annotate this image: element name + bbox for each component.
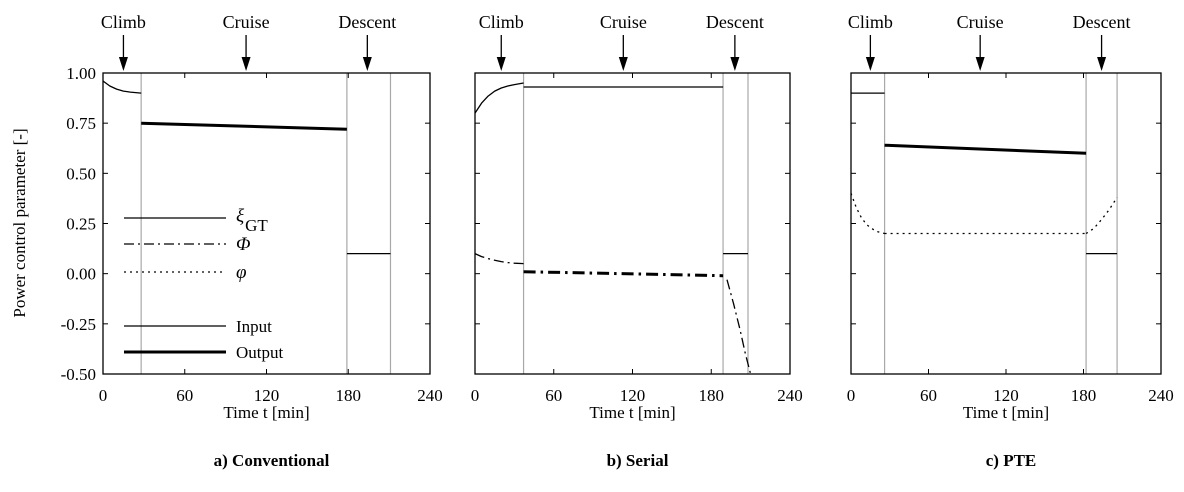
phase-arrow-head: [1097, 57, 1107, 71]
phase-label-climb: Climb: [479, 12, 524, 32]
panel-caption: a) Conventional: [214, 451, 330, 470]
x-tick-label-180: 180: [336, 386, 362, 405]
x-tick-label-240: 240: [1148, 386, 1174, 405]
phase-label-cruise: Cruise: [223, 12, 270, 32]
x-axis-label: Time t [min]: [963, 403, 1049, 422]
x-tick-label-0: 0: [847, 386, 856, 405]
panel-serial: 0 60 120 180 240 Climb Cruise Descent Time t [mi…: [471, 12, 803, 470]
legend-label-input: Input: [236, 317, 272, 336]
phase-arrow-head: [975, 57, 985, 71]
phase-arrow-head: [118, 57, 128, 71]
phase-arrow-head: [362, 57, 372, 71]
legend-label-phi-lower: φ: [236, 262, 247, 283]
y-tick-label-0-50: 0.50: [66, 164, 96, 183]
series-xi-gt-segment-1: [884, 143, 1087, 155]
x-tick-label-60: 60: [176, 386, 193, 405]
x-tick-label-240: 240: [417, 386, 443, 405]
x-tick-label-60: 60: [545, 386, 562, 405]
legend-label-xi-gt: ξGT: [236, 206, 268, 235]
series-phi-upper-segment-0: [474, 253, 524, 265]
phase-label-descent: Descent: [338, 12, 396, 32]
series-xi-gt-segment-0: [474, 82, 524, 114]
x-tick-label-60: 60: [920, 386, 937, 405]
y-axis-label: Power control parameter [-]: [10, 128, 29, 317]
y-tick-label-0-00: 0.00: [66, 265, 96, 284]
y-tick-label-0-50: -0.50: [61, 365, 96, 384]
x-tick-label-120: 120: [620, 386, 646, 405]
legend-subscript: GT: [245, 216, 268, 235]
series-phi-upper-segment-1: [523, 270, 724, 278]
series-phi-lower-segment-0: [850, 193, 885, 235]
series-xi-gt-segment-1: [141, 121, 347, 131]
x-tick-label-120: 120: [993, 386, 1019, 405]
phase-label-cruise: Cruise: [600, 12, 647, 32]
phase-arrow-head: [730, 57, 740, 71]
y-tick-label-0-25: -0.25: [61, 315, 96, 334]
y-tick-label-0-75: 0.75: [66, 114, 96, 133]
series-phi-lower-segment-2: [1085, 197, 1118, 235]
panel-pte: 0 60 120 180 240 Climb Cruise Descent Time t [mi…: [847, 12, 1174, 470]
phase-arrow-head: [618, 57, 628, 71]
phase-arrow-head: [241, 57, 251, 71]
phase-label-descent: Descent: [1073, 12, 1131, 32]
panel-caption: b) Serial: [607, 451, 669, 470]
x-tick-label-0: 0: [471, 386, 480, 405]
axes-frame: [850, 72, 1162, 375]
x-tick-label-240: 240: [777, 386, 803, 405]
phase-label-cruise: Cruise: [957, 12, 1004, 32]
y-tick-label-1-00: 1.00: [66, 64, 96, 83]
series-xi-gt-segment-0: [102, 80, 142, 94]
axes-frame: [474, 72, 791, 375]
phase-label-climb: Climb: [848, 12, 893, 32]
phase-arrow-head: [496, 57, 506, 71]
x-tick-label-120: 120: [254, 386, 280, 405]
x-axis-label: Time t [min]: [223, 403, 309, 422]
phase-arrow-head: [865, 57, 875, 71]
x-tick-label-180: 180: [1071, 386, 1097, 405]
x-axis-label: Time t [min]: [589, 403, 675, 422]
panel-caption: c) PTE: [986, 451, 1037, 470]
legend-label-phi-upper: Φ: [236, 234, 250, 255]
x-tick-label-180: 180: [699, 386, 725, 405]
phase-label-descent: Descent: [706, 12, 764, 32]
x-tick-label-0: 0: [99, 386, 108, 405]
phase-label-climb: Climb: [101, 12, 146, 32]
legend-label-output: Output: [236, 343, 284, 362]
series-phi-upper-segment-2: [726, 279, 752, 375]
panel-conventional: 0 60 120 180 240 1.00 0.75 0.50 0.25 0.00 -0.25 -0.…: [61, 12, 443, 470]
y-tick-label-0-25: 0.25: [66, 215, 96, 234]
